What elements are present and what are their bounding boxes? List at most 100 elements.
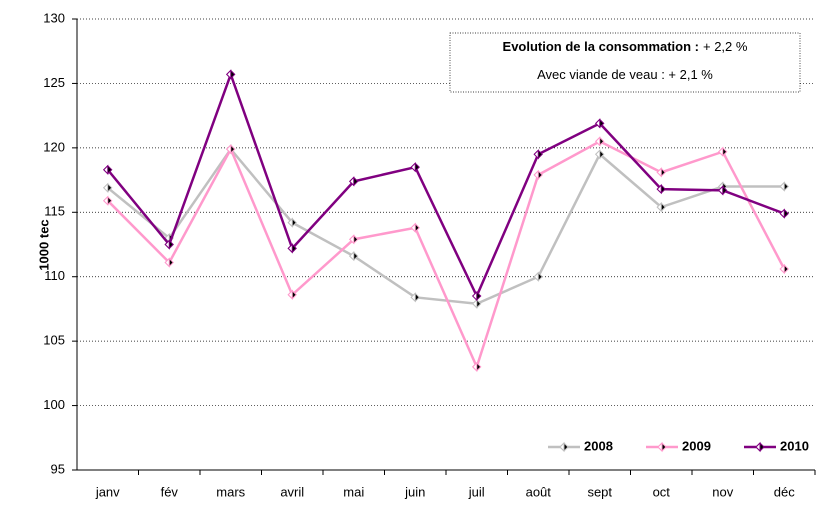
marker-half <box>538 150 543 159</box>
annotation: Evolution de la consommation : + 2,2 % <box>503 39 748 54</box>
marker-half <box>784 182 789 191</box>
x-tick-label: juil <box>468 484 485 499</box>
legend-label: 2008 <box>584 438 613 453</box>
marker <box>657 441 667 453</box>
marker-half <box>415 223 420 232</box>
legend-label: 2010 <box>780 438 809 453</box>
marker-half <box>657 441 663 453</box>
marker-half <box>287 289 293 300</box>
marker-half <box>415 293 420 302</box>
marker-half <box>564 443 568 451</box>
marker-half <box>292 218 297 227</box>
y-tick-label: 110 <box>44 268 65 283</box>
x-tick-label: mai <box>343 484 364 499</box>
marker <box>226 69 236 80</box>
marker-half <box>533 149 539 160</box>
marker-half <box>784 209 789 218</box>
marker-half <box>656 167 662 178</box>
marker-half <box>476 362 481 371</box>
marker <box>779 208 789 219</box>
marker-half <box>410 161 416 173</box>
y-tick-label: 105 <box>43 333 65 348</box>
marker <box>533 169 543 181</box>
marker-half <box>538 170 543 179</box>
x-tick-label: mars <box>216 484 245 499</box>
marker-half <box>287 243 293 254</box>
x-tick-label: oct <box>653 484 671 499</box>
marker-half <box>472 298 478 309</box>
marker <box>287 289 297 300</box>
x-tick-label: janv <box>95 484 120 499</box>
legend-label: 2009 <box>682 438 711 453</box>
marker-half <box>169 240 174 249</box>
x-tick-label: fév <box>161 484 179 499</box>
marker <box>349 176 359 187</box>
marker <box>164 257 174 268</box>
annotation-part: Avec viande de veau : + 2,1 % <box>537 67 713 82</box>
marker-half <box>538 272 543 281</box>
marker <box>533 271 543 282</box>
marker <box>755 441 765 453</box>
marker-half <box>599 150 604 159</box>
marker-half <box>656 183 662 195</box>
marker-half <box>722 147 727 156</box>
marker-half <box>107 165 112 174</box>
marker <box>103 164 113 175</box>
marker-half <box>784 264 789 273</box>
marker-half <box>169 258 174 267</box>
marker <box>349 250 359 262</box>
marker-half <box>292 290 297 299</box>
marker-half <box>349 234 355 245</box>
marker-half <box>718 146 724 157</box>
x-tick-label: juin <box>404 484 425 499</box>
marker-half <box>164 232 170 244</box>
marker-half <box>760 443 764 451</box>
marker-half <box>533 271 539 282</box>
marker-half <box>656 201 662 213</box>
marker-half <box>559 441 565 453</box>
marker <box>287 217 297 228</box>
marker <box>226 143 236 155</box>
marker-half <box>722 186 727 195</box>
marker-half <box>230 145 235 154</box>
marker-half <box>476 292 481 301</box>
y-tick-label: 120 <box>43 139 65 154</box>
marker <box>410 161 420 173</box>
marker <box>559 441 569 453</box>
marker-half <box>662 443 666 451</box>
marker-half <box>599 119 604 128</box>
marker-half <box>353 252 358 261</box>
marker <box>718 185 728 196</box>
annotation-box <box>449 32 801 93</box>
marker <box>472 290 482 302</box>
marker <box>656 183 666 195</box>
marker-half <box>472 290 478 302</box>
marker <box>472 298 482 309</box>
marker-half <box>103 182 109 194</box>
x-tick-label: août <box>526 484 552 499</box>
marker <box>595 118 605 129</box>
series-line <box>106 140 786 371</box>
y-tick-label: 130 <box>43 10 65 25</box>
marker-half <box>349 176 355 187</box>
marker-half <box>349 250 355 262</box>
marker <box>103 182 113 194</box>
marker-half <box>103 164 109 175</box>
x-tick-label: avril <box>280 484 304 499</box>
marker-half <box>718 185 724 196</box>
x-tick-label: sept <box>587 484 612 499</box>
marker-half <box>661 185 666 194</box>
marker-half <box>103 195 109 206</box>
marker-half <box>415 163 420 172</box>
marker-half <box>779 208 785 219</box>
marker <box>287 243 297 254</box>
marker-half <box>226 69 232 80</box>
annotation-part: + 2,2 % <box>703 39 748 54</box>
marker <box>656 167 666 178</box>
marker-half <box>595 149 601 160</box>
marker-half <box>287 217 293 228</box>
marker-half <box>533 169 539 181</box>
marker <box>472 361 482 373</box>
marker <box>779 181 789 192</box>
